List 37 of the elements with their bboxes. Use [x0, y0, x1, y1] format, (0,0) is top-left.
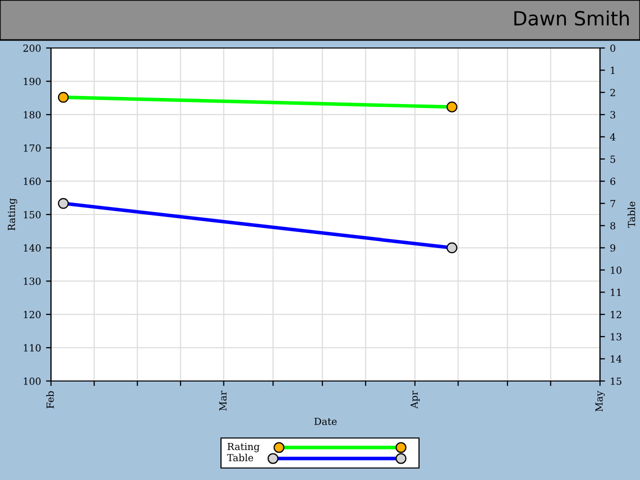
y-tick-label: 140: [24, 244, 41, 252]
y2-tick-label: 9: [610, 244, 616, 252]
y-tick-label: 180: [24, 111, 41, 118]
y-tick-label: 100: [24, 377, 41, 385]
y-tick-label: 200: [23, 44, 41, 52]
x-axis-title: Date: [314, 418, 337, 426]
y2-tick-label: 12: [610, 310, 622, 318]
y-axis-title: Rating: [8, 198, 18, 230]
y-tick-label: 170: [24, 144, 41, 152]
y2-tick-label: 14: [610, 355, 622, 362]
y2-tick-label: 0: [610, 44, 616, 52]
y-tick-label: 110: [24, 344, 41, 352]
y2-tick-label: 4: [610, 133, 616, 140]
y2-tick-label: 10: [610, 266, 622, 274]
y-tick-label: 160: [24, 178, 41, 186]
chart-title: Dawn Smith: [514, 10, 629, 26]
legend-label: Rating: [228, 442, 260, 452]
y-tick-label: 120: [24, 310, 41, 318]
x-tick-label: Mar: [219, 390, 227, 411]
y2-tick-label: 11: [610, 288, 621, 296]
y-tick-label: 130: [24, 278, 41, 285]
y-tick-label: 150: [24, 210, 41, 218]
y2-tick-label: 6: [610, 178, 616, 186]
legend-label: Table: [227, 454, 254, 462]
x-tick-label: Feb: [46, 391, 54, 408]
y2-tick-label: 2: [610, 88, 615, 96]
y2-tick-label: 13: [610, 333, 622, 340]
x-tick-label: May: [595, 390, 605, 412]
y2-tick-label: 5: [610, 156, 616, 163]
x-tick-label: Apr: [410, 390, 420, 409]
y-tick-label: 190: [24, 78, 41, 86]
y2-tick-label: 3: [610, 111, 616, 118]
y2-axis-title: Table: [628, 202, 636, 228]
y2-tick-label: 7: [610, 200, 616, 208]
y2-tick-label: 1: [610, 66, 615, 74]
y2-tick-label: 15: [610, 377, 622, 385]
y2-tick-label: 8: [610, 222, 616, 230]
